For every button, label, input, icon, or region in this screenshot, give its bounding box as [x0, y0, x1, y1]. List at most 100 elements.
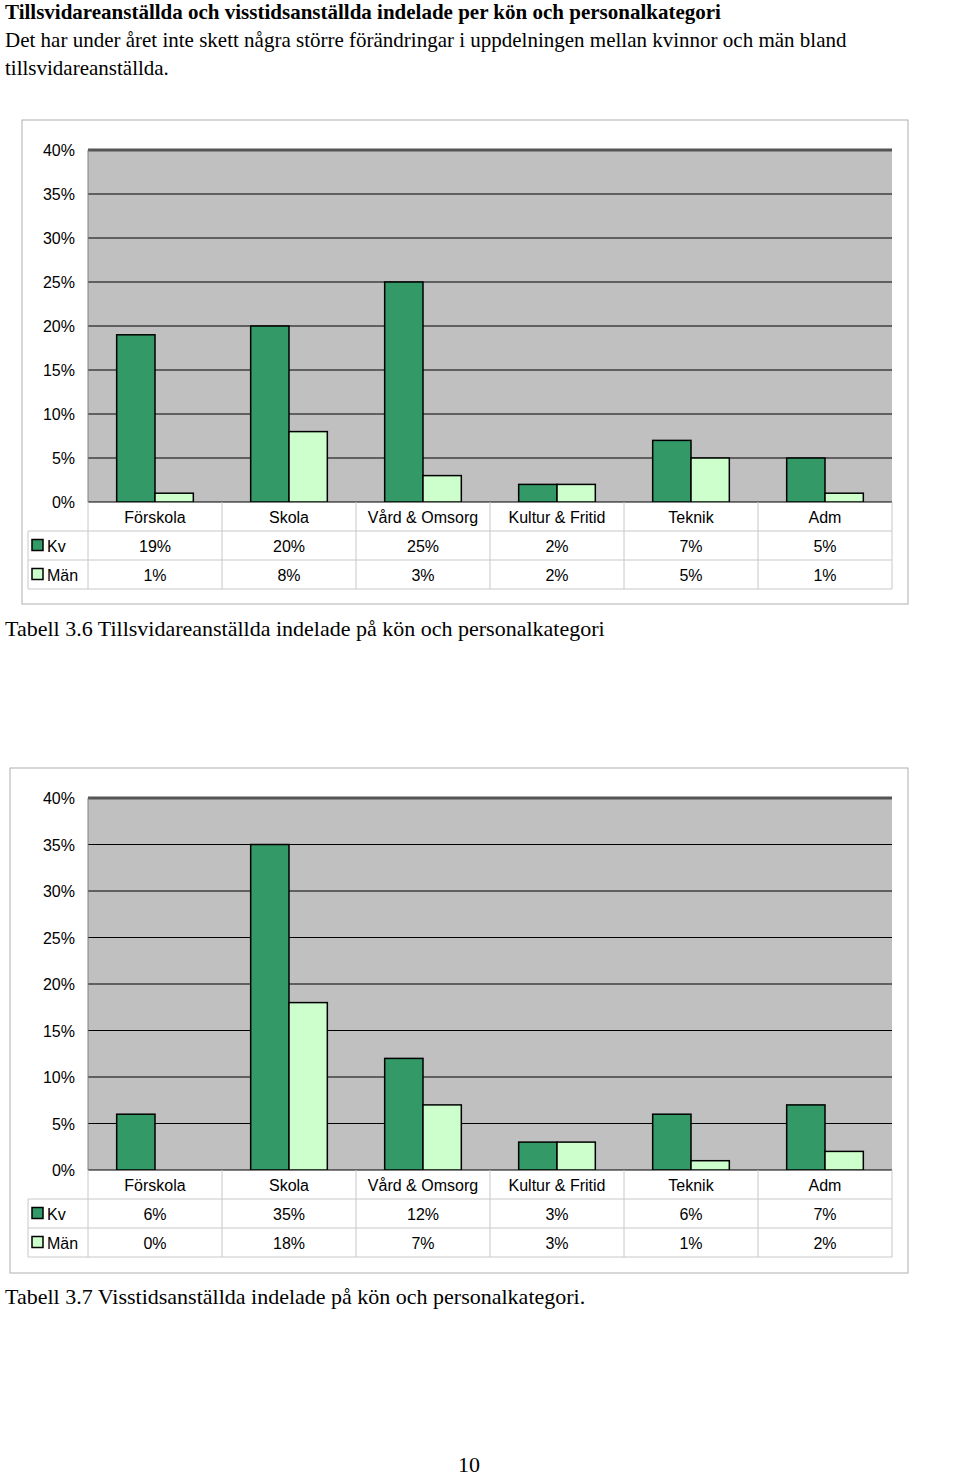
- bar: [825, 1151, 863, 1170]
- grid-line: [88, 370, 892, 371]
- data-label: 20%: [273, 538, 305, 555]
- grid-line: [88, 238, 892, 239]
- data-label: 2%: [545, 538, 568, 555]
- caption: Tabell 3.6 Tillsvidareanställda indelade…: [5, 616, 605, 642]
- table-line: [758, 1170, 759, 1257]
- tick-label: 35%: [43, 186, 75, 203]
- bar: [117, 335, 155, 502]
- data-label: 5%: [679, 567, 702, 584]
- chart-area: [10, 768, 908, 1273]
- chart-area: [22, 120, 908, 604]
- data-label: 2%: [813, 1235, 836, 1252]
- category-label: Förskola: [124, 1177, 185, 1194]
- plot-frame-top: [88, 149, 892, 152]
- table-line: [88, 502, 89, 589]
- table-line: [28, 1199, 892, 1200]
- bar: [557, 1142, 595, 1170]
- data-label: 5%: [813, 538, 836, 555]
- value-axis: [88, 150, 89, 502]
- tick-label: 5%: [52, 1116, 75, 1133]
- tick-label: 15%: [43, 1023, 75, 1040]
- legend-key: [32, 1208, 43, 1219]
- table-line: [88, 1170, 89, 1257]
- data-label: 3%: [411, 567, 434, 584]
- table-line: [222, 502, 223, 589]
- data-label: 18%: [273, 1235, 305, 1252]
- grid-line: [88, 194, 892, 195]
- plot-area: [88, 150, 892, 502]
- bar: [251, 845, 289, 1171]
- bar: [289, 432, 327, 502]
- table-line: [624, 502, 625, 589]
- chart: 0%5%10%15%20%25%30%35%40%FörskolaSkolaVå…: [22, 120, 908, 604]
- data-label: 19%: [139, 538, 171, 555]
- bar: [653, 440, 691, 502]
- category-label: Teknik: [668, 1177, 714, 1194]
- tick-label: 15%: [43, 362, 75, 379]
- category-label: Skola: [269, 1177, 309, 1194]
- data-label: 1%: [143, 567, 166, 584]
- caption: Tabell 3.7 Visstidsanställda indelade på…: [5, 1284, 585, 1310]
- table-line: [222, 1170, 223, 1257]
- data-label: 1%: [679, 1235, 702, 1252]
- legend-key: [32, 540, 43, 551]
- grid-line: [88, 798, 892, 799]
- legend-label: Kv: [47, 538, 66, 555]
- data-label: 1%: [813, 567, 836, 584]
- heading: Tillsvidareanställda och visstidsanställ…: [5, 0, 721, 25]
- bar: [423, 476, 461, 502]
- tick-label: 5%: [52, 450, 75, 467]
- tick-label: 35%: [43, 837, 75, 854]
- bar: [787, 1105, 825, 1170]
- bars: [117, 845, 864, 1171]
- data-label: 3%: [545, 1206, 568, 1223]
- grid-line: [88, 891, 892, 892]
- grid-line: [88, 282, 892, 283]
- data-label: 3%: [545, 1235, 568, 1252]
- table-line: [28, 589, 892, 590]
- tick-label: 20%: [43, 318, 75, 335]
- bar: [155, 1169, 193, 1170]
- tick-label: 40%: [43, 142, 75, 159]
- bar: [691, 458, 729, 502]
- grid-line: [88, 414, 892, 415]
- paragraph: Det har under året inte skett några stör…: [5, 26, 960, 82]
- tick-label: 40%: [43, 790, 75, 807]
- data-label: 2%: [545, 567, 568, 584]
- value-axis: [88, 798, 89, 1170]
- tick-label: 30%: [43, 883, 75, 900]
- tick-label: 0%: [52, 494, 75, 511]
- tick-label: 25%: [43, 930, 75, 947]
- category-label: Vård & Omsorg: [368, 1177, 478, 1194]
- grid-line: [88, 458, 892, 459]
- table-line: [490, 502, 491, 589]
- bars: [117, 282, 864, 502]
- table-line: [356, 1170, 357, 1257]
- legend-label: Kv: [47, 1206, 66, 1223]
- data-label: 8%: [277, 567, 300, 584]
- category-label: Skola: [269, 509, 309, 526]
- bar: [519, 1142, 557, 1170]
- bar: [289, 1003, 327, 1170]
- page-number: 10: [458, 1452, 480, 1477]
- data-label: 25%: [407, 538, 439, 555]
- tick-label: 25%: [43, 274, 75, 291]
- data-label: 12%: [407, 1206, 439, 1223]
- category-label: Vård & Omsorg: [368, 509, 478, 526]
- data-label: 7%: [411, 1235, 434, 1252]
- tick-label: 30%: [43, 230, 75, 247]
- plot-frame-top: [88, 797, 892, 800]
- category-label: Kultur & Fritid: [509, 1177, 606, 1194]
- plot-area: [88, 798, 892, 1170]
- grid-line: [88, 150, 892, 151]
- grid-line: [88, 844, 892, 845]
- legend-key: [32, 1237, 43, 1248]
- bar: [691, 1161, 729, 1170]
- category-label: Teknik: [668, 509, 714, 526]
- data-label: 0%: [143, 1235, 166, 1252]
- charts: 0%5%10%15%20%25%30%35%40%FörskolaSkolaVå…: [0, 0, 960, 1477]
- bar: [787, 458, 825, 502]
- data-label: 7%: [679, 538, 702, 555]
- data-label: 7%: [813, 1206, 836, 1223]
- bar: [385, 282, 423, 502]
